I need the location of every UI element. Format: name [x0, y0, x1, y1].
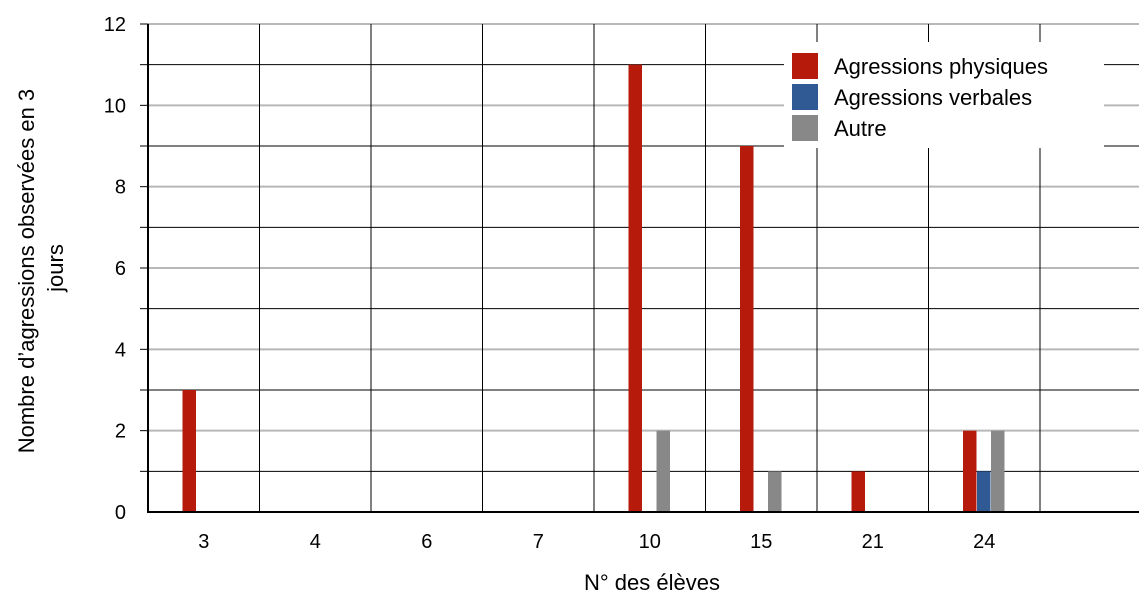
- legend-label-verbal: Agressions verbales: [834, 85, 1032, 110]
- legend-swatch-physical: [792, 53, 818, 79]
- bars: [182, 64, 1005, 513]
- legend-label-physical: Agressions physiques: [834, 54, 1048, 79]
- y-tick-label: 0: [115, 502, 126, 524]
- y-axis-title-line-1: Nombre d’agressions observées en 3: [14, 89, 39, 453]
- legend-swatch-other: [792, 115, 818, 141]
- bar-agressions-physiques: [182, 390, 196, 512]
- y-tick-label: 12: [104, 14, 126, 36]
- bar-agressions-physiques: [628, 64, 642, 513]
- y-tick-label: 2: [115, 421, 126, 443]
- y-axis-title: Nombre d’agressions observées en 3 jours: [14, 83, 68, 454]
- y-tick-label: 6: [115, 258, 126, 280]
- legend: Agressions physiques Agressions verbales…: [784, 42, 1104, 148]
- y-tick-label: 8: [115, 177, 126, 199]
- x-tick-label: 15: [750, 531, 772, 553]
- y-tick-labels: 0 2 4 6 8 10 12: [104, 14, 126, 524]
- x-tick-label: 24: [973, 531, 995, 553]
- x-tick-labels: 3 4 6 7 10 15 21 24: [198, 531, 995, 553]
- x-tick-label: 6: [421, 531, 432, 553]
- bar-autre: [656, 430, 670, 512]
- x-tick-label: 10: [639, 531, 661, 553]
- bar-agressions-physiques: [963, 430, 977, 512]
- y-tick-label: 10: [104, 95, 126, 117]
- bar-autre: [991, 430, 1005, 512]
- grid: [140, 23, 1139, 512]
- legend-label-other: Autre: [834, 116, 887, 141]
- bar-agressions-physiques: [851, 471, 865, 512]
- x-tick-label: 4: [310, 531, 321, 553]
- legend-background: [784, 42, 1104, 148]
- y-tick-label: 4: [115, 339, 126, 361]
- y-axis-title-line-2: jours: [43, 244, 68, 293]
- x-axis-title: N° des élèves: [584, 570, 720, 595]
- bar-autre: [768, 471, 782, 512]
- legend-swatch-verbal: [792, 84, 818, 110]
- bar-agressions-physiques: [740, 146, 754, 512]
- x-tick-label: 3: [198, 531, 209, 553]
- axes: [147, 24, 1139, 513]
- x-tick-label: 21: [862, 531, 884, 553]
- bar-agressions-verbales: [977, 471, 991, 512]
- x-tick-label: 7: [533, 531, 544, 553]
